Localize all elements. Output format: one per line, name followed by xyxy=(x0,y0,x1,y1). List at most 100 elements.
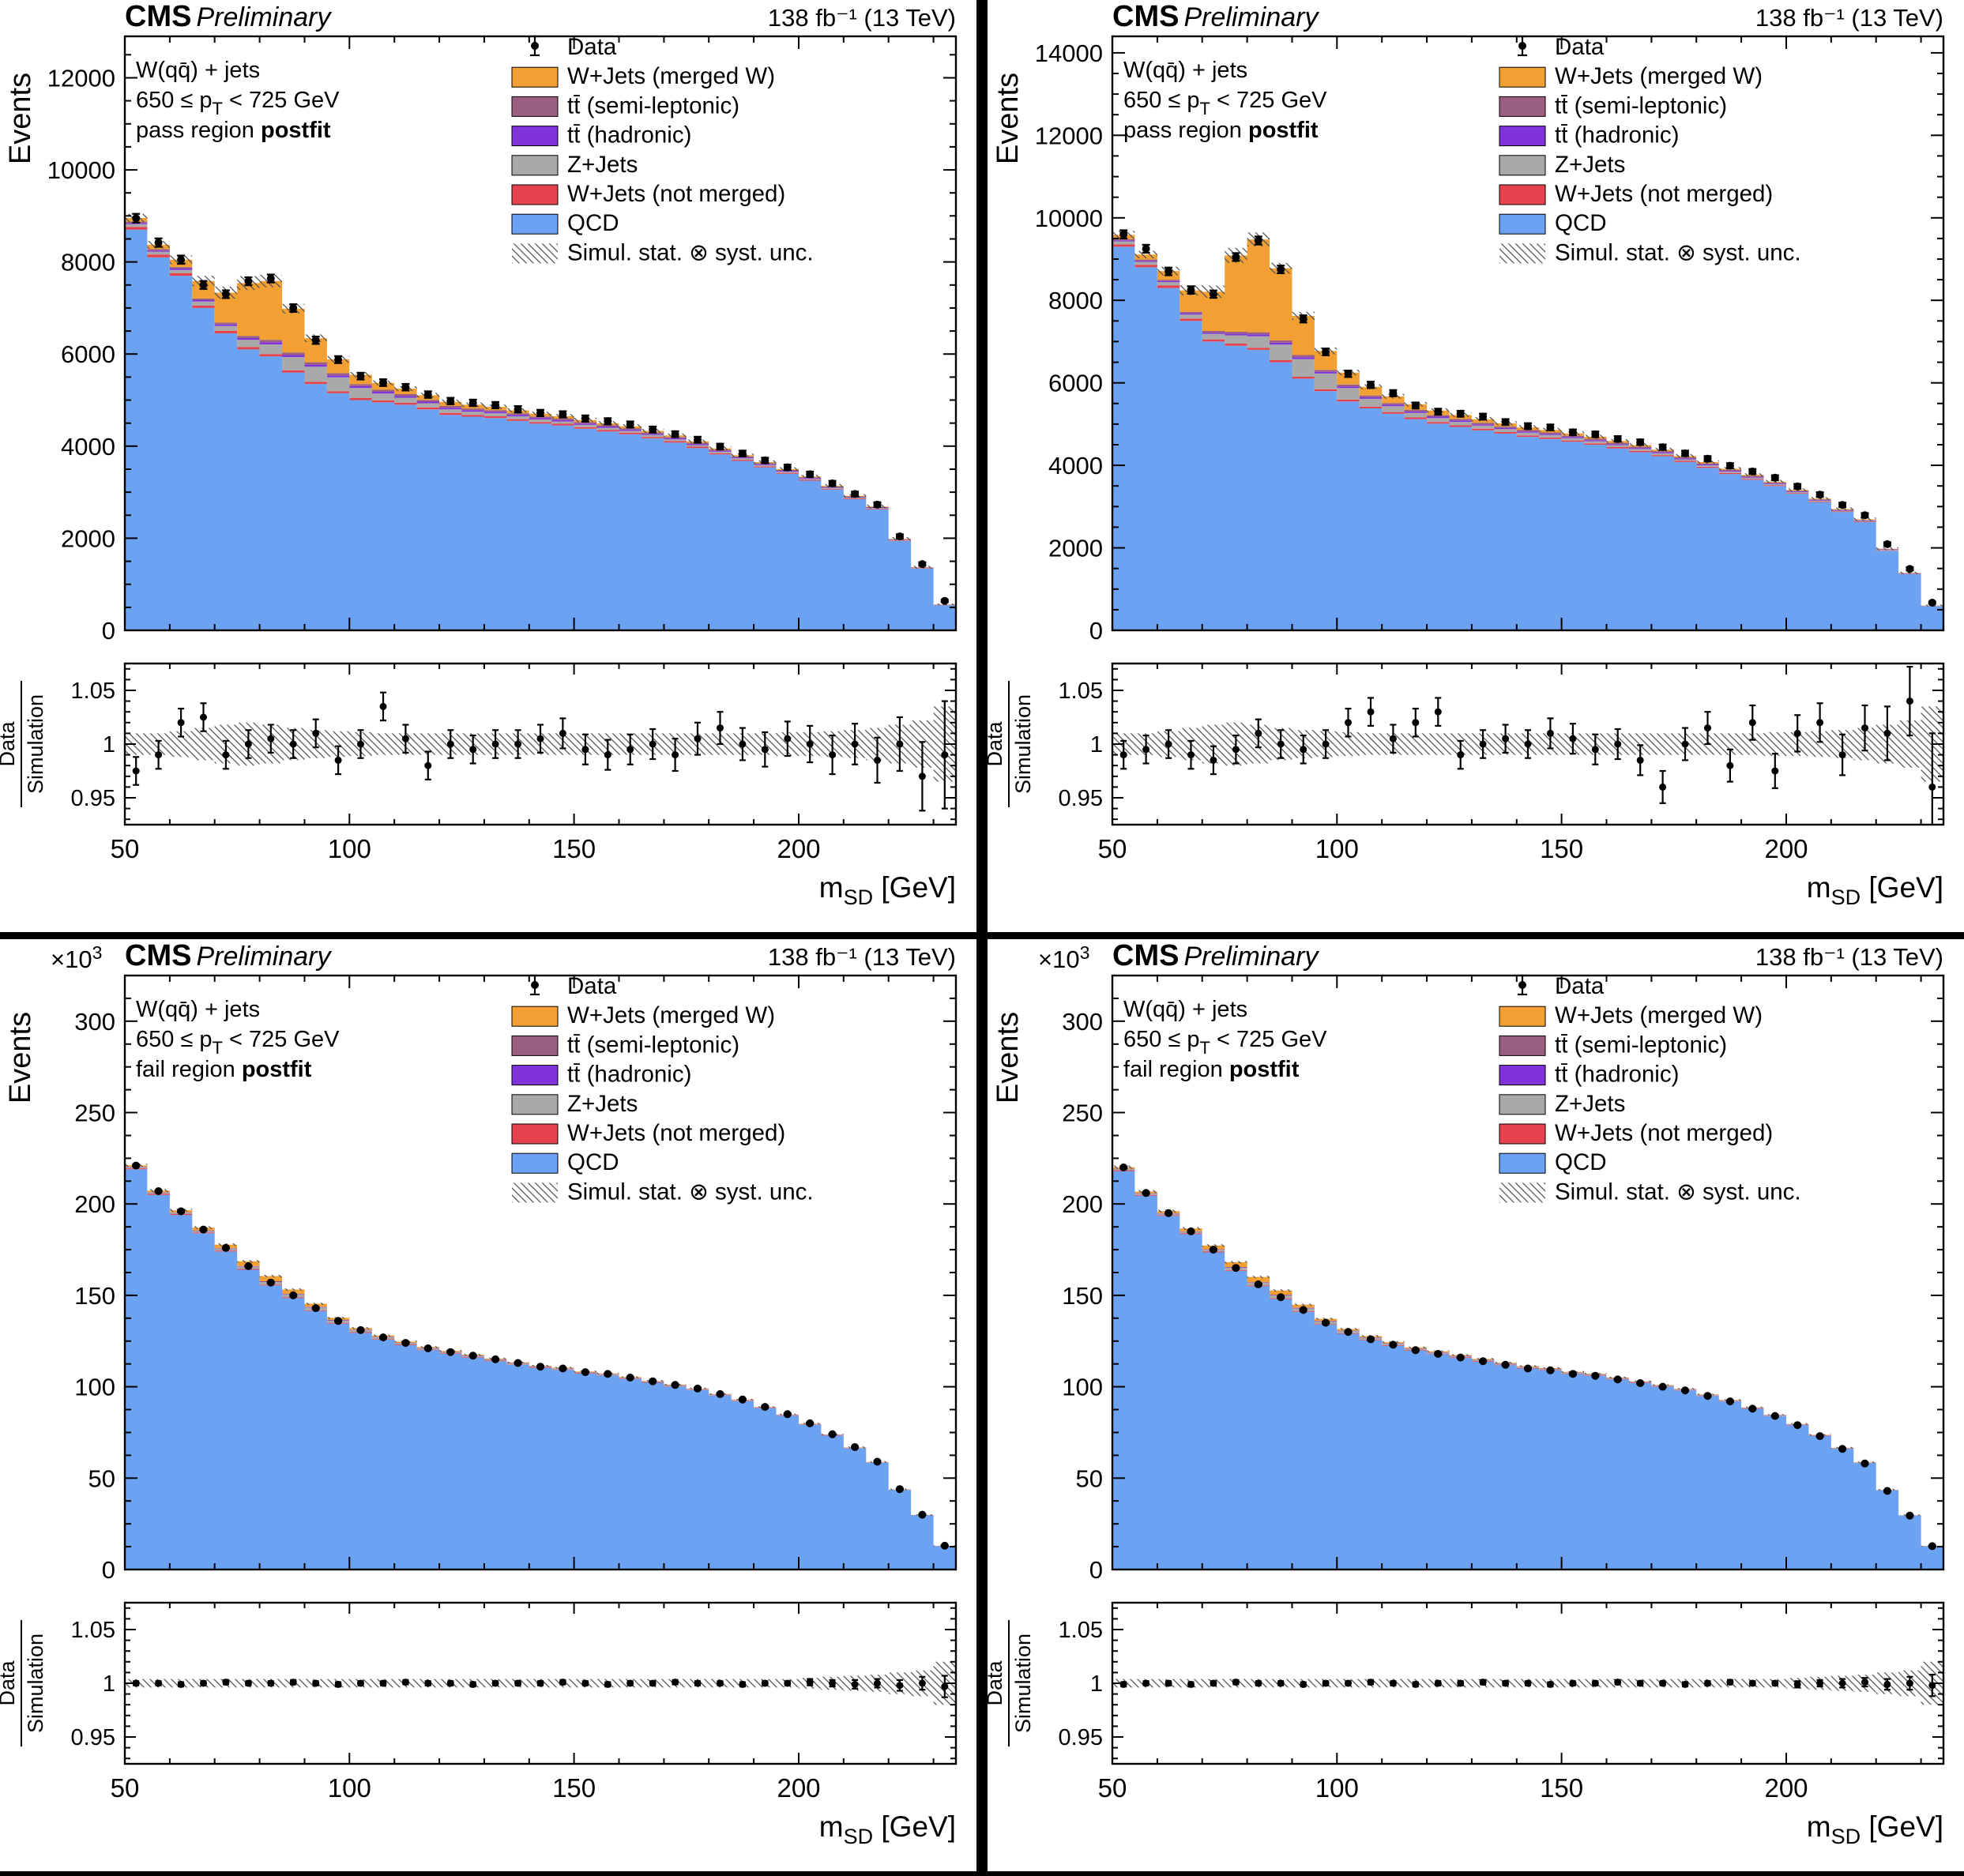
x-tick-label: 150 xyxy=(1540,834,1583,863)
legend-data-marker xyxy=(1518,42,1526,50)
y-axis-title: Events xyxy=(4,1012,37,1103)
legend: Data W+Jets (merged W) tt̄ (semi-leptonic)… xyxy=(1499,973,1801,1205)
legend-data-marker xyxy=(531,42,539,50)
legend-swatch xyxy=(511,1123,559,1145)
main-frame xyxy=(1111,35,1945,632)
x-tick-label: 150 xyxy=(552,1773,596,1803)
region-fit-label: pass region postfit xyxy=(136,118,331,143)
cms-preliminary-label: CMS Preliminary xyxy=(125,0,332,33)
y-tick-label: 200 xyxy=(1062,1190,1103,1218)
legend-label: W+Jets (merged W) xyxy=(567,63,775,89)
ratio-tick-label: 0.95 xyxy=(71,786,115,811)
svg-text:Simulation: Simulation xyxy=(24,694,47,794)
y-tick-label: 0 xyxy=(1089,1556,1103,1584)
cms-preliminary-label: CMS Preliminary xyxy=(125,939,332,972)
ratio-ticks xyxy=(1112,1603,1943,1764)
svg-text:Events: Events xyxy=(4,73,37,164)
svg-text:Events: Events xyxy=(4,1012,37,1103)
region-fit-label: fail region postfit xyxy=(1123,1057,1300,1082)
ratio-points xyxy=(132,1675,949,1698)
data-points xyxy=(132,1161,949,1550)
cms-preliminary-label: CMS Preliminary xyxy=(1112,0,1319,33)
ratio-ticks xyxy=(124,1603,956,1764)
legend-label: QCD xyxy=(567,210,619,236)
y-tick-label: 300 xyxy=(1062,1008,1103,1036)
y-tick-label: 50 xyxy=(88,1464,115,1492)
x-tick-label: 100 xyxy=(328,834,371,863)
main-ticks xyxy=(1112,36,1943,631)
legend-swatch xyxy=(1499,1094,1546,1115)
legend-swatch xyxy=(1499,1123,1546,1145)
y-tick-label: 0 xyxy=(102,617,115,645)
y-tick-label: 8000 xyxy=(61,249,115,276)
x-tick-label: 50 xyxy=(111,834,140,863)
svg-text:Data: Data xyxy=(0,721,19,767)
luminosity-label: 138 fb⁻¹ (13 TeV) xyxy=(1755,4,1943,32)
x-axis-title: mSD [GeV] xyxy=(819,871,956,909)
y-tick-label: 14000 xyxy=(1035,39,1103,67)
y-tick-label: 8000 xyxy=(1048,287,1103,314)
svg-text:Events: Events xyxy=(991,1012,1025,1103)
legend-label: QCD xyxy=(1555,1149,1607,1175)
x-tick-label: 50 xyxy=(111,1773,140,1803)
x-tick-label: 200 xyxy=(777,1773,820,1803)
legend-label: Z+Jets xyxy=(567,152,638,178)
ratio-tick-label: 1 xyxy=(1090,1671,1103,1697)
legend-swatch xyxy=(1499,1152,1546,1174)
legend-label: Data xyxy=(567,34,617,60)
ratio-points xyxy=(132,691,949,812)
legend-swatch xyxy=(1499,96,1546,117)
legend-label: Simul. stat. ⊗ syst. unc. xyxy=(567,239,814,265)
legend-swatch xyxy=(511,1065,559,1086)
main-ticks xyxy=(124,36,956,631)
x-axis-title: mSD [GeV] xyxy=(1807,1810,1943,1848)
x-tick-label: 50 xyxy=(1098,1773,1127,1803)
legend-label: tt̄ (hadronic) xyxy=(1555,1062,1679,1088)
legend-label: tt̄ (semi-leptonic) xyxy=(567,92,739,118)
legend-label: Simul. stat. ⊗ syst. unc. xyxy=(1555,239,1801,265)
luminosity-label: 138 fb⁻¹ (13 TeV) xyxy=(768,943,956,971)
y-tick-label: 250 xyxy=(1062,1100,1103,1127)
legend-label: QCD xyxy=(567,1149,619,1175)
legend-label: W+Jets (not merged) xyxy=(567,1120,785,1146)
y-tick-label: 50 xyxy=(1076,1464,1103,1492)
legend-label: tt̄ (hadronic) xyxy=(567,122,691,149)
svg-text:Events: Events xyxy=(991,73,1025,164)
ratio-tick-label: 1.05 xyxy=(1059,679,1103,704)
y-tick-label: 2000 xyxy=(1048,535,1103,562)
legend-swatch xyxy=(511,1006,559,1027)
x-tick-label: 100 xyxy=(328,1773,371,1803)
panel-fail-region-left: 0 50 100 150 200 250 300 CMS Preliminary 138 fb⁻¹… xyxy=(0,939,976,1871)
legend-swatch xyxy=(511,126,559,147)
legend-swatch xyxy=(511,155,559,176)
legend-label: Data xyxy=(1555,973,1605,999)
x-tick-label: 150 xyxy=(552,834,596,863)
ratio-tick-label: 0.95 xyxy=(71,1725,115,1750)
svg-text:Simulation: Simulation xyxy=(1011,1634,1035,1733)
legend-label: W+Jets (merged W) xyxy=(567,1002,775,1028)
ratio-tick-label: 1.05 xyxy=(71,1618,115,1643)
legend-swatch xyxy=(511,66,559,88)
ratio-tick-label: 1 xyxy=(103,1671,115,1697)
legend-data-marker xyxy=(531,981,539,989)
y-tick-label: 100 xyxy=(74,1374,115,1401)
process-label: W(qq̄) + jets xyxy=(1123,58,1247,83)
ratio-y-axis-title: Data Simulation xyxy=(988,681,1035,807)
process-label: W(qq̄) + jets xyxy=(1123,997,1247,1022)
x-axis-title: mSD [GeV] xyxy=(1807,871,1943,909)
y-tick-label: 150 xyxy=(1062,1282,1103,1310)
y-tick-label: 150 xyxy=(74,1282,115,1310)
ratio-points xyxy=(1119,665,1936,825)
ratio-ticks xyxy=(124,664,956,825)
x-tick-label: 50 xyxy=(1098,834,1127,863)
legend-swatch xyxy=(1499,155,1546,176)
process-label: W(qq̄) + jets xyxy=(136,58,260,83)
luminosity-label: 138 fb⁻¹ (13 TeV) xyxy=(768,4,956,32)
y-tick-label: 6000 xyxy=(61,340,115,368)
legend-swatch xyxy=(511,1094,559,1115)
legend-label: QCD xyxy=(1555,210,1607,236)
ratio-ticks xyxy=(1112,664,1943,825)
legend-hatch-swatch xyxy=(512,1182,558,1203)
